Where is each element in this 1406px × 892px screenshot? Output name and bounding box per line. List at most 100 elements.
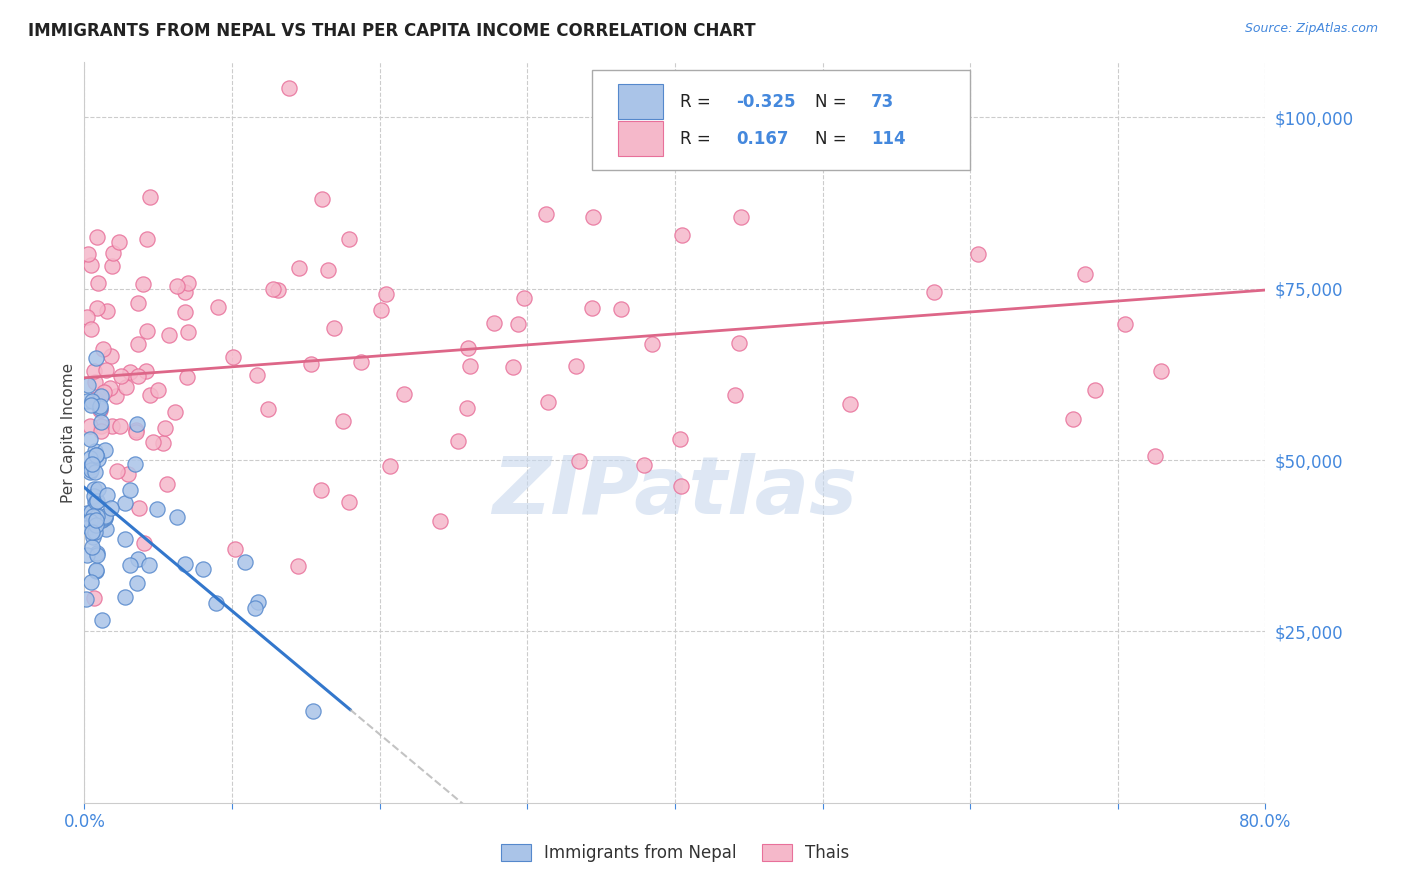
- Point: [80, 457, 103, 471]
- Point: [96, 303, 118, 318]
- Point: [83, 375, 105, 389]
- Point: [79, 465, 101, 479]
- Point: [337, 495, 360, 509]
- Point: [640, 337, 662, 351]
- Point: [77, 377, 100, 392]
- Point: [90, 419, 112, 434]
- Point: [176, 370, 198, 384]
- Point: [967, 247, 990, 261]
- Point: [177, 277, 200, 291]
- Point: [86, 509, 108, 524]
- Text: N =: N =: [815, 93, 846, 111]
- Point: [174, 557, 197, 571]
- Point: [302, 704, 325, 718]
- Point: [93, 509, 115, 524]
- Point: [127, 296, 149, 310]
- Point: [86, 301, 108, 315]
- Point: [224, 541, 246, 556]
- Point: [136, 324, 159, 338]
- Point: [75, 591, 97, 606]
- Point: [723, 388, 745, 402]
- Point: [138, 558, 160, 573]
- Point: [108, 235, 131, 249]
- Point: [166, 509, 188, 524]
- Point: [513, 291, 536, 305]
- Point: [80, 505, 103, 519]
- Text: Source: ZipAtlas.com: Source: ZipAtlas.com: [1244, 22, 1378, 36]
- Point: [262, 282, 284, 296]
- Point: [108, 418, 131, 433]
- Point: [370, 303, 392, 318]
- Point: [337, 232, 360, 246]
- Point: [568, 454, 591, 468]
- Point: [100, 259, 122, 273]
- Point: [537, 395, 560, 409]
- Point: [139, 388, 162, 402]
- Point: [94, 522, 117, 536]
- Point: [157, 328, 180, 343]
- Point: [96, 488, 118, 502]
- Point: [86, 546, 108, 560]
- Point: [90, 424, 112, 438]
- Point: [502, 360, 524, 375]
- Point: [91, 513, 114, 527]
- Point: [374, 287, 396, 301]
- Point: [482, 316, 505, 330]
- Point: [93, 342, 115, 356]
- Point: [299, 357, 322, 371]
- Point: [460, 359, 482, 373]
- Text: R =: R =: [679, 93, 710, 111]
- Text: ZIPatlas: ZIPatlas: [492, 453, 858, 531]
- Point: [135, 364, 157, 378]
- Point: [207, 300, 229, 314]
- Point: [83, 482, 105, 496]
- Point: [671, 479, 693, 493]
- Text: IMMIGRANTS FROM NEPAL VS THAI PER CAPITA INCOME CORRELATION CHART: IMMIGRANTS FROM NEPAL VS THAI PER CAPITA…: [28, 22, 756, 40]
- Point: [114, 496, 136, 510]
- Point: [84, 518, 107, 533]
- Point: [127, 551, 149, 566]
- Point: [100, 501, 122, 516]
- Point: [127, 337, 149, 351]
- Point: [84, 564, 107, 578]
- Point: [79, 514, 101, 528]
- Point: [1074, 267, 1097, 281]
- Point: [1062, 412, 1084, 426]
- Point: [114, 591, 136, 605]
- Point: [221, 351, 243, 365]
- Point: [79, 451, 101, 466]
- Point: [94, 509, 117, 524]
- Point: [205, 595, 228, 609]
- Text: R =: R =: [679, 129, 710, 148]
- Point: [76, 548, 98, 562]
- Point: [86, 229, 108, 244]
- Text: -0.325: -0.325: [737, 93, 796, 111]
- FancyBboxPatch shape: [619, 84, 664, 120]
- Point: [125, 423, 148, 437]
- Point: [233, 555, 256, 569]
- Point: [84, 392, 107, 406]
- Point: [76, 506, 98, 520]
- Point: [76, 310, 98, 325]
- Point: [80, 524, 103, 539]
- Point: [82, 530, 104, 544]
- Point: [101, 418, 124, 433]
- Point: [118, 558, 141, 573]
- Point: [84, 524, 107, 539]
- Point: [132, 277, 155, 291]
- Point: [669, 432, 692, 446]
- Legend: Immigrants from Nepal, Thais: Immigrants from Nepal, Thais: [494, 837, 856, 869]
- Point: [93, 385, 115, 400]
- Point: [1084, 383, 1107, 397]
- Point: [93, 510, 115, 524]
- Point: [267, 284, 290, 298]
- Point: [80, 393, 103, 408]
- Point: [90, 415, 112, 429]
- Point: [84, 444, 107, 458]
- Point: [380, 459, 402, 474]
- Point: [114, 380, 136, 394]
- Point: [79, 462, 101, 476]
- Point: [80, 398, 103, 412]
- Point: [246, 368, 269, 383]
- Point: [84, 351, 107, 365]
